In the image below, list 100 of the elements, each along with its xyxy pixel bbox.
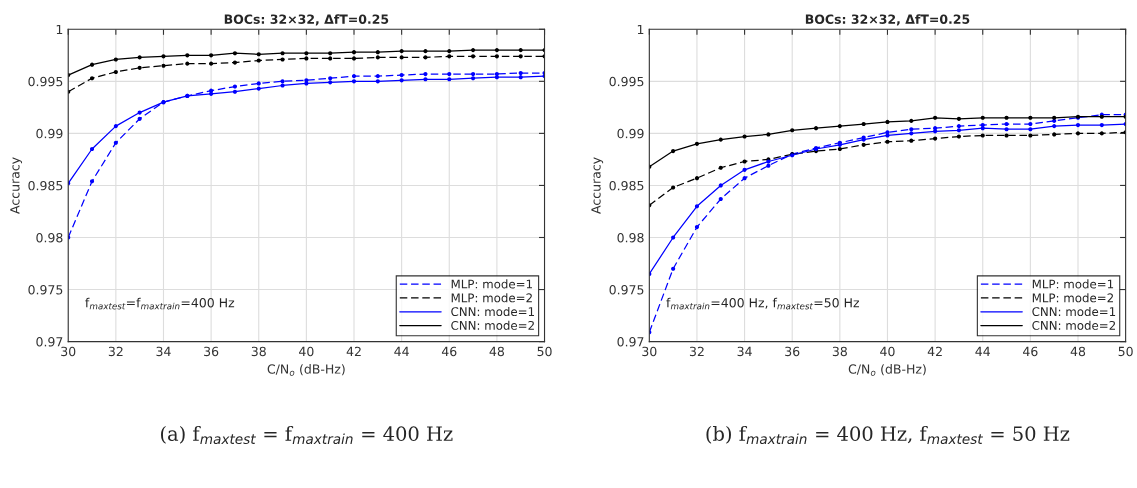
x-tick-label: 42: [927, 346, 942, 356]
line-series: [68, 48, 545, 78]
y-tick-label: 0.97: [36, 337, 63, 347]
y-tick-label: 0.985: [609, 180, 644, 191]
point: [471, 54, 476, 59]
x-tick-label: 50: [537, 346, 552, 357]
annotation: f$_{maxtest}$=f$_{maxtrain}$=400 Hz: [85, 297, 235, 310]
point: [89, 76, 95, 81]
point: [518, 48, 523, 53]
point: [137, 116, 142, 121]
point: [280, 51, 285, 56]
point: [909, 131, 914, 136]
point: [956, 124, 961, 129]
point: [885, 119, 890, 125]
point: [694, 204, 700, 209]
x-tick-label: 32: [689, 346, 704, 357]
point: [232, 60, 238, 65]
point: [113, 69, 118, 75]
point: [328, 80, 333, 85]
point: [375, 74, 380, 79]
point: [518, 54, 523, 59]
y-tick-label: 0.97: [617, 337, 644, 347]
x-tick-label: 40: [299, 346, 314, 357]
point: [980, 115, 985, 120]
point: [813, 126, 819, 131]
annotation: f$_{maxtrain}$=400 Hz, f$_{maxtest}$=50 Hz: [666, 297, 859, 310]
point: [232, 89, 238, 94]
point: [280, 57, 285, 62]
point: [956, 116, 961, 121]
point: [232, 51, 238, 56]
text: (a) f$_{maxtest}$ = f$_{maxtrain}$ = 400 Hz: [161, 425, 453, 445]
point: [980, 126, 985, 131]
point: [232, 84, 238, 89]
point: [1099, 131, 1104, 136]
point: [89, 62, 95, 67]
x-tick-label: 34: [737, 346, 752, 357]
x-tick-label: 42: [346, 346, 361, 356]
point: [933, 136, 938, 141]
point: [256, 58, 261, 63]
y-axis-title: Accuracy: [591, 157, 604, 214]
y-tick-label: 1: [637, 24, 644, 35]
point: [447, 71, 452, 77]
point: [1075, 131, 1081, 136]
point: [399, 78, 404, 83]
point: [718, 165, 723, 170]
point: [718, 183, 723, 188]
point: [256, 81, 261, 86]
legend-label: CNN: mode=1: [1032, 306, 1116, 317]
line-series: [649, 114, 1126, 169]
point: [1028, 115, 1033, 120]
point: [885, 139, 890, 144]
point: [304, 51, 309, 56]
point: [399, 49, 404, 54]
point: [1004, 121, 1009, 127]
point: [1004, 133, 1009, 138]
point: [447, 54, 452, 59]
legend-label: MLP: mode=1: [451, 279, 532, 289]
x-tick-label: 38: [251, 346, 266, 357]
x-tick-label: 30: [642, 346, 657, 357]
chart-title: BOCs: 32×32, ΔfT=0.25: [805, 14, 970, 26]
point: [209, 61, 214, 66]
point: [447, 77, 452, 82]
legend-label: CNN: mode=2: [1032, 320, 1115, 330]
point: [351, 79, 357, 84]
x-tick-label: 48: [489, 346, 504, 357]
point: [861, 142, 866, 147]
y-tick-label: 0.99: [36, 128, 63, 139]
point: [671, 266, 676, 271]
point: [909, 138, 914, 143]
point: [256, 86, 261, 91]
point: [837, 146, 842, 152]
point: [494, 75, 499, 80]
x-tick-label: 36: [785, 346, 800, 357]
x-tick-label: 50: [1118, 346, 1133, 357]
x-tick-label: 38: [832, 346, 847, 357]
point: [351, 50, 357, 55]
y-tick-label: 0.98: [36, 232, 63, 243]
y-tick-label: 0.995: [609, 76, 644, 87]
point: [1004, 127, 1009, 132]
point: [375, 50, 380, 55]
point: [1028, 127, 1033, 132]
x-tick-label: 32: [108, 346, 123, 357]
point: [328, 56, 333, 61]
point: [185, 53, 190, 58]
point: [742, 159, 747, 164]
point: [694, 176, 700, 181]
point: [113, 124, 118, 129]
point: [494, 48, 499, 53]
point: [718, 196, 723, 202]
y-axis-title: Accuracy: [10, 157, 23, 214]
legend-label: CNN: mode=1: [451, 306, 534, 317]
point: [375, 55, 380, 60]
x-tick-label: 40: [880, 346, 895, 357]
point: [256, 52, 261, 57]
point: [837, 124, 842, 129]
point: [518, 70, 523, 76]
chart-title: BOCs: 32×32, ΔfT=0.25: [224, 14, 389, 26]
point: [423, 49, 428, 54]
point: [671, 235, 676, 240]
x-tick-label: 30: [61, 346, 76, 357]
